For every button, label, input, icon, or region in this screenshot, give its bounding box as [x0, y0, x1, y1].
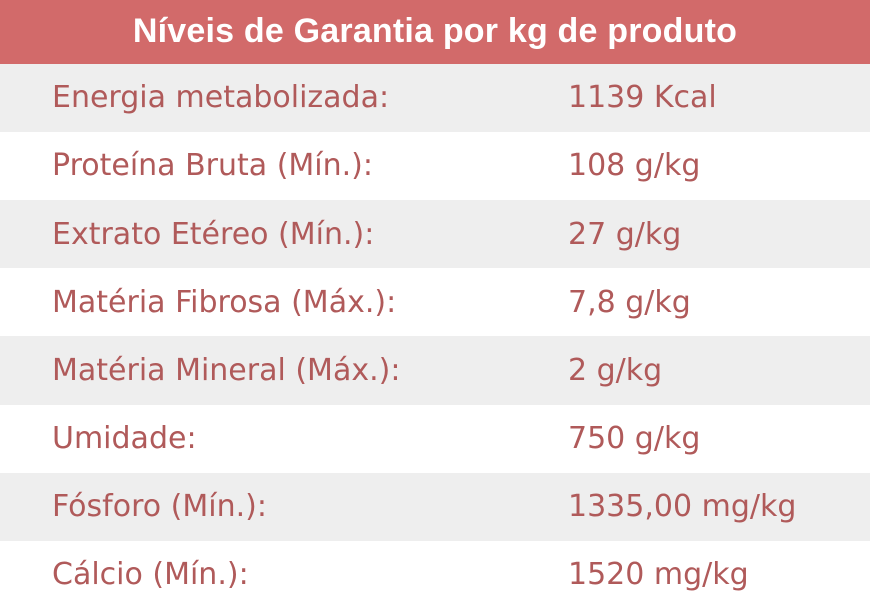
row-label-fiber: Matéria Fibrosa (Máx.):	[52, 284, 397, 320]
row-value-mineral: 2 g/kg	[568, 352, 663, 388]
row-value-protein: 108 g/kg	[568, 148, 701, 184]
row-value-calcium: 1520 mg/kg	[568, 557, 749, 593]
row-value-energy: 1139 Kcal	[568, 80, 717, 116]
row-value-moisture: 750 g/kg	[568, 421, 701, 457]
table-row: Energia metabolizada: 1139 Kcal	[0, 63, 870, 132]
row-label-protein: Proteína Bruta (Mín.):	[52, 148, 373, 184]
row-value-phosphorus: 1335,00 mg/kg	[568, 489, 797, 525]
row-label-mineral: Matéria Mineral (Máx.):	[52, 352, 401, 388]
table-row: Matéria Fibrosa (Máx.): 7,8 g/kg	[0, 268, 870, 337]
row-value-ether-extract: 27 g/kg	[568, 216, 682, 252]
row-label-calcium: Cálcio (Mín.):	[52, 557, 249, 593]
row-label-ether-extract: Extrato Etéreo (Mín.):	[52, 216, 375, 252]
table-row: Fósforo (Mín.): 1335,00 mg/kg	[0, 472, 870, 541]
table-row: Extrato Etéreo (Mín.): 27 g/kg	[0, 200, 870, 269]
table-row: Cálcio (Mín.): 1520 mg/kg	[0, 540, 870, 609]
row-label-phosphorus: Fósforo (Mín.):	[52, 489, 267, 525]
table-row: Matéria Mineral (Máx.): 2 g/kg	[0, 336, 870, 405]
table-row: Umidade: 750 g/kg	[0, 404, 870, 473]
row-label-energy: Energia metabolizada:	[52, 80, 390, 116]
table-row: Proteína Bruta (Mín.): 108 g/kg	[0, 131, 870, 201]
table-title: Níveis de Garantia por kg de produto	[0, 0, 870, 64]
row-value-fiber: 7,8 g/kg	[568, 284, 691, 320]
row-label-moisture: Umidade:	[52, 421, 197, 457]
